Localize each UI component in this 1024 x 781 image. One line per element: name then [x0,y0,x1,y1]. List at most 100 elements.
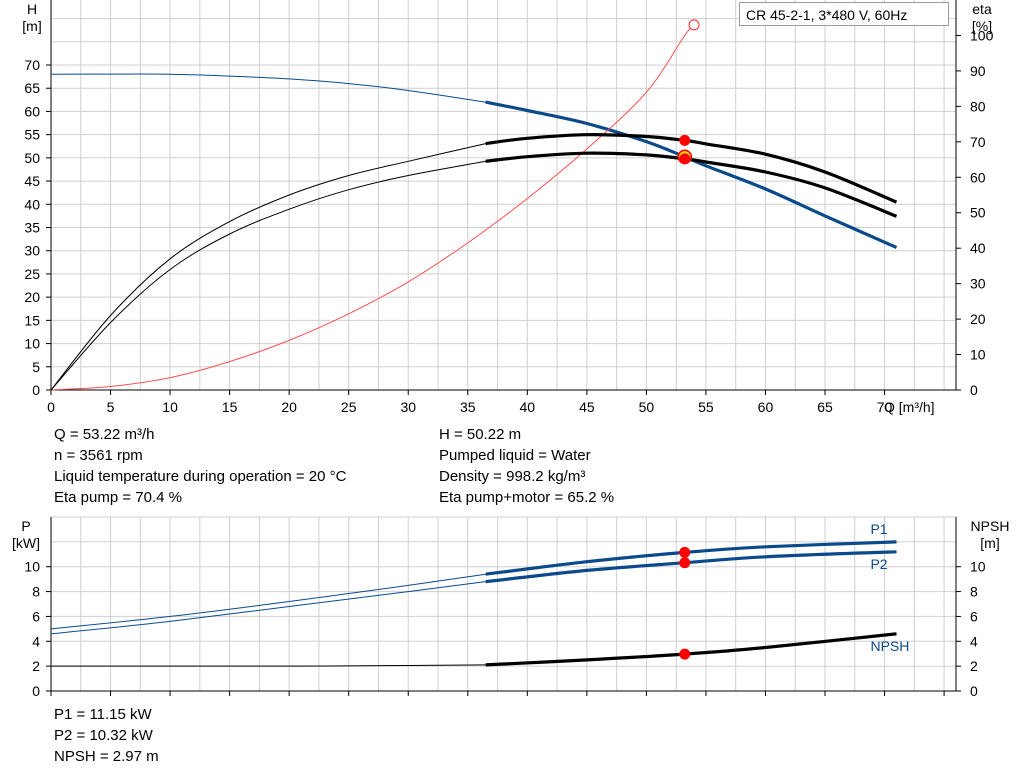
left-tick-label: 40 [24,196,40,212]
x-tick-label: 5 [107,399,115,415]
temperature-result: Liquid temperature during operation = 20… [54,468,347,485]
x-tick-label: 10 [162,399,178,415]
right-tick-label: 6 [970,608,978,624]
series-2-thin-line [50,143,486,391]
left-tick-label: 55 [24,127,40,143]
left-tick-label: 5 [32,359,40,375]
right-tick-label: 90 [970,63,986,79]
results-right: H = 50.22 m Pumped liquid = Water Densit… [439,424,614,508]
x-tick-label: 35 [460,399,476,415]
plot-area [51,0,956,390]
p2-result: P2 = 10.32 kW [54,727,153,744]
operating-point-marker [679,546,691,558]
npsh-axis-symbol: NPSH [970,518,1010,534]
head-result: H = 50.22 m [439,426,522,443]
npsh-result: NPSH = 2.97 m [54,748,159,765]
power-axis-unit: [kW] [12,535,40,551]
results-power: P1 = 11.15 kW P2 = 10.32 kW NPSH = 2.97 … [54,704,159,767]
operating-point-marker [679,557,691,569]
right-tick-label: 2 [970,658,978,674]
top-chart-ticks: 0510152025303540455055606570010203040506… [24,27,993,415]
operating-point-marker [679,648,691,660]
right-tick-label: 0 [970,382,978,398]
density-result: Density = 998.2 kg/m³ [439,468,586,485]
series-label-p2: P2 [870,556,887,572]
left-tick-label: 60 [24,103,40,119]
speed-result: n = 3561 rpm [54,447,143,464]
left-tick-label: 35 [24,220,40,236]
left-tick-label: 10 [24,336,40,352]
npsh-axis-label: NPSH [m] [960,518,1020,552]
right-tick-label: 8 [970,584,978,600]
head-axis-unit: [m] [22,18,42,34]
eta-axis-symbol: eta [972,1,992,17]
x-tick-label: 20 [281,399,297,415]
p1-thin-line [50,573,486,630]
right-tick-label: 10 [970,347,986,363]
left-tick-label: 10 [24,559,40,575]
results-left: Q = 53.22 m³/h n = 3561 rpm Liquid tempe… [54,424,346,508]
series-label-p1: P1 [870,521,887,537]
x-tick-label: 45 [579,399,595,415]
right-tick-label: 30 [970,276,986,292]
right-tick-label: 60 [970,169,986,185]
left-tick-label: 15 [24,312,40,328]
x-tick-label: 30 [400,399,416,415]
x-axis-label: Q [m³/h] [884,399,935,415]
left-tick-label: 20 [24,289,40,305]
p2-thin-line [50,581,486,635]
duty-point-marker [688,19,700,31]
chart-title: CR 45-2-1, 3*480 V, 60Hz [739,2,949,26]
power-axis-symbol: P [21,518,31,534]
x-tick-label: 50 [639,399,655,415]
head-axis-symbol: H [26,1,38,17]
flow-result: Q = 53.22 m³/h [54,426,155,443]
p1-result: P1 = 11.15 kW [54,706,152,723]
x-tick-label: 65 [817,399,833,415]
eta-axis-unit: [%] [971,18,993,34]
right-tick-label: 50 [970,205,986,221]
left-tick-label: 25 [24,266,40,282]
operating-point-marker [679,153,691,165]
operating-point-marker [679,134,691,146]
right-tick-label: 0 [970,683,978,699]
left-tick-label: 4 [32,633,40,649]
top-chart-grid [50,0,957,391]
left-tick-label: 65 [24,80,40,96]
x-tick-label: 40 [520,399,536,415]
x-tick-label: 55 [698,399,714,415]
x-tick-label: 60 [758,399,774,415]
eta-pump-motor-result: Eta pump+motor = 65.2 % [439,489,615,506]
right-tick-label: 40 [970,240,986,256]
eta-pump-result: Eta pump = 70.4 % [54,489,182,506]
x-tick-label: 0 [47,399,55,415]
x-tick-label: 70 [877,399,893,415]
npsh-axis-unit: [m] [980,535,1000,551]
series-0-thin-line [50,73,486,103]
left-tick-label: 45 [24,173,40,189]
right-tick-label: 100 [970,27,994,43]
right-tick-label: 10 [970,559,986,575]
top-left-axis-label: H [m] [14,1,50,35]
left-tick-label: 0 [32,683,40,699]
bottom-chart-curves: P1 P2 NPSH [50,521,909,667]
top-chart-curves [50,19,898,391]
right-tick-label: 20 [970,311,986,327]
left-tick-label: 0 [32,382,40,398]
right-tick-label: 4 [970,633,978,649]
left-tick-label: 70 [24,57,40,73]
left-tick-label: 8 [32,584,40,600]
series-1-line [50,24,695,391]
top-right-axis-label: eta [%] [960,1,1004,35]
pumped-liquid-result: Pumped liquid = Water [439,447,591,464]
series-3-thin-line [50,160,486,391]
right-tick-label: 70 [970,134,986,150]
npsh-thin-line [51,664,486,667]
bottom-chart-ticks: 0 2 4 6 8 10 0 2 4 6 8 10 [24,559,985,699]
x-tick-label: 15 [222,399,238,415]
x-tick-label: 25 [341,399,357,415]
left-tick-label: 30 [24,243,40,259]
left-tick-label: 6 [32,608,40,624]
left-tick-label: 2 [32,658,40,674]
